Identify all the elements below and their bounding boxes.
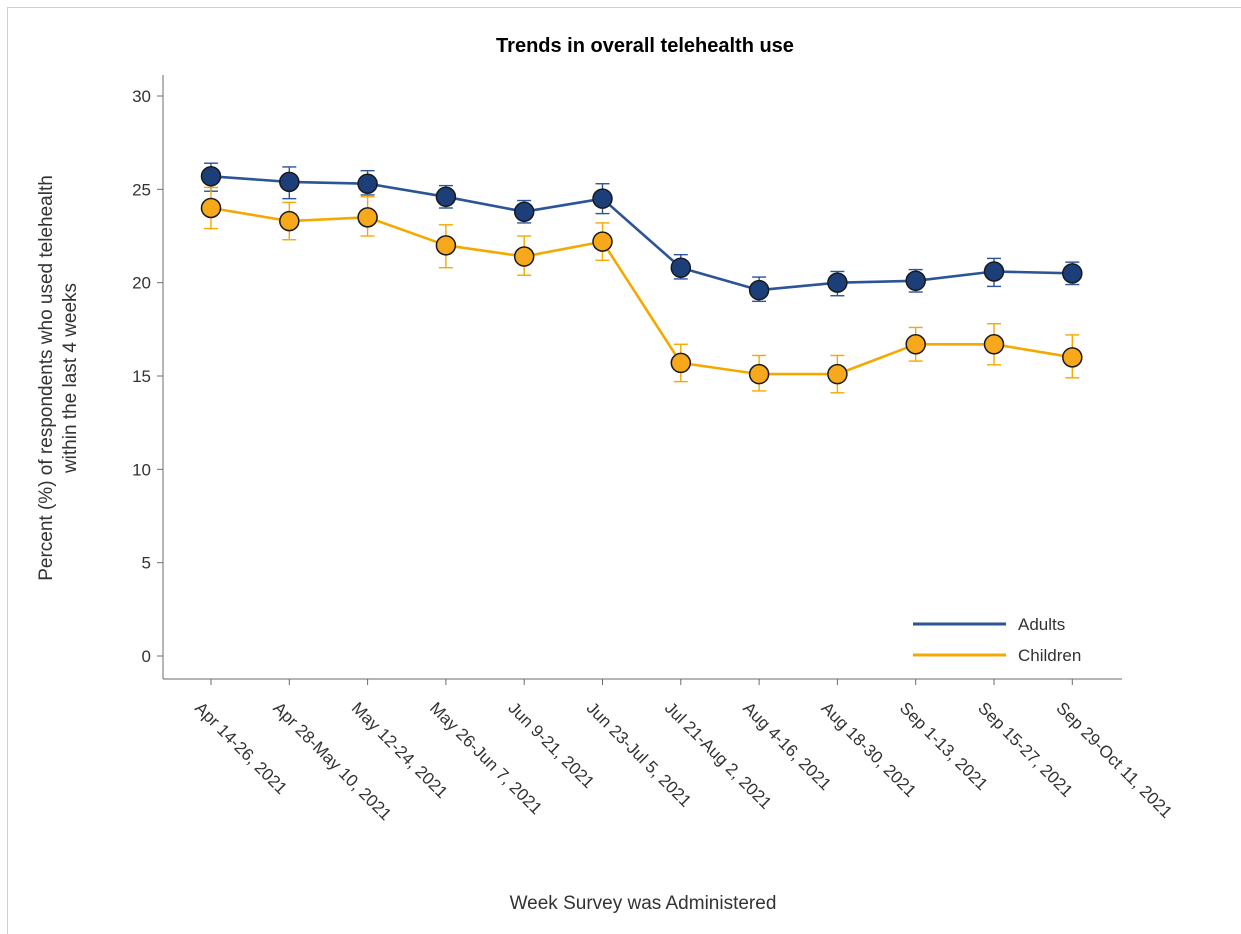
y-tick-label: 0	[142, 647, 151, 666]
x-axis-title: Week Survey was Administered	[510, 893, 777, 914]
data-point	[592, 231, 613, 252]
y-tick-label: 30	[132, 87, 151, 106]
y-axis-title-line-2: within the last 4 weeks	[60, 283, 81, 474]
data-point	[748, 279, 770, 301]
data-point	[513, 201, 535, 222]
data-point	[435, 186, 457, 208]
data-point	[670, 352, 692, 374]
data-point	[200, 166, 222, 187]
series-line	[210, 206, 1073, 376]
data-point	[279, 171, 300, 193]
data-point	[1062, 347, 1083, 368]
y-tick-label: 10	[132, 460, 151, 479]
data-point	[513, 246, 535, 267]
data-point	[748, 363, 770, 385]
series-layer	[200, 162, 1083, 394]
y-axis: 0 5 10 15 20 25 30	[132, 75, 164, 679]
y-tick-label: 25	[132, 180, 151, 199]
data-point	[357, 173, 378, 194]
legend-label-adults: Adults	[1018, 615, 1065, 634]
data-point	[670, 257, 692, 278]
series-adults	[200, 162, 1083, 303]
y-tick-label: 5	[142, 554, 151, 573]
x-tick-label: Sep 29-Oct 11, 2021	[1052, 698, 1175, 821]
data-point	[1062, 263, 1083, 284]
data-point	[200, 197, 222, 219]
series-line	[210, 175, 1073, 292]
data-point	[905, 270, 926, 292]
data-point	[983, 261, 1005, 282]
y-tick-label: 20	[132, 274, 151, 293]
legend: Adults Children	[913, 615, 1081, 665]
y-tick-label: 15	[132, 367, 151, 386]
chart-title: Trends in overall telehealth use	[496, 35, 794, 57]
data-point	[435, 235, 457, 256]
data-point	[357, 207, 378, 228]
data-point	[827, 363, 848, 385]
data-point	[983, 334, 1005, 355]
data-point	[905, 334, 926, 355]
y-axis-title-line-1: Percent (%) of respondents who used tele…	[36, 175, 57, 581]
series-children	[200, 186, 1083, 394]
data-point	[279, 210, 300, 232]
data-point	[827, 272, 848, 293]
chart-frame	[7, 7, 1241, 934]
data-point	[592, 188, 613, 209]
legend-label-children: Children	[1018, 646, 1081, 665]
